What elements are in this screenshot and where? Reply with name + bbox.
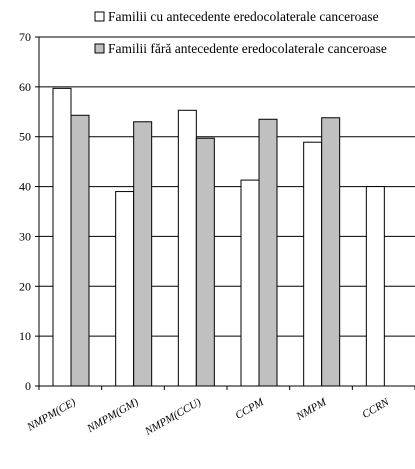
y-tick-label: 60	[19, 80, 31, 94]
y-tick-label: 40	[19, 180, 31, 194]
x-tick-label: NMPM(GM)	[84, 396, 140, 435]
legend: Familii cu antecedente eredocolaterale c…	[94, 9, 387, 56]
bar-series-1-nmpm-gm	[115, 191, 135, 387]
y-tick-label: 10	[19, 329, 31, 343]
y-tick-label: 30	[19, 229, 31, 243]
y-tick-label: 50	[19, 130, 31, 144]
x-tick-labels: NMPM(CE) NMPM(GM) NMPM(CCU) CCPM NMPM CCRN	[24, 396, 391, 438]
bar-series-1-ccrn	[365, 186, 385, 387]
x-tick-label: CCPM	[233, 396, 266, 422]
legend-label-series-1: Familii cu antecedente eredocolaterale c…	[108, 9, 379, 24]
bar-series-2-nmpm-ccu	[195, 137, 215, 387]
y-tick-label: 20	[19, 279, 31, 293]
legend-swatch-series-2	[94, 43, 105, 54]
bar-series-2-nmpm	[321, 117, 341, 387]
bar-series-1-ccpm	[240, 179, 260, 387]
y-tick-label: 0	[25, 379, 31, 393]
legend-label-series-2: Familii fără antecedente eredocolaterale…	[108, 41, 387, 56]
bar-series-1-nmpm	[303, 141, 323, 387]
bar-series-2-ccpm	[258, 118, 278, 387]
legend-swatch-series-1	[94, 11, 105, 22]
y-tick-label: 70	[19, 30, 31, 44]
y-tick-labels: 0 10 20 30 40 50 60 70	[19, 30, 31, 393]
bars	[52, 87, 385, 387]
x-tick-label: CCRN	[360, 396, 391, 421]
x-tick-label: NMPM	[294, 396, 330, 424]
bar-series-1-nmpm-ccu	[177, 109, 197, 387]
bar-series-1-nmpm-ce	[52, 87, 72, 387]
bar-series-2-nmpm-gm	[133, 121, 153, 387]
bar-series-2-nmpm-ce	[70, 114, 90, 387]
x-tick-label: NMPM(CE)	[24, 396, 78, 434]
axes	[35, 36, 415, 390]
gridlines	[39, 36, 415, 337]
x-tick-label: NMPM(CCU)	[142, 396, 203, 438]
